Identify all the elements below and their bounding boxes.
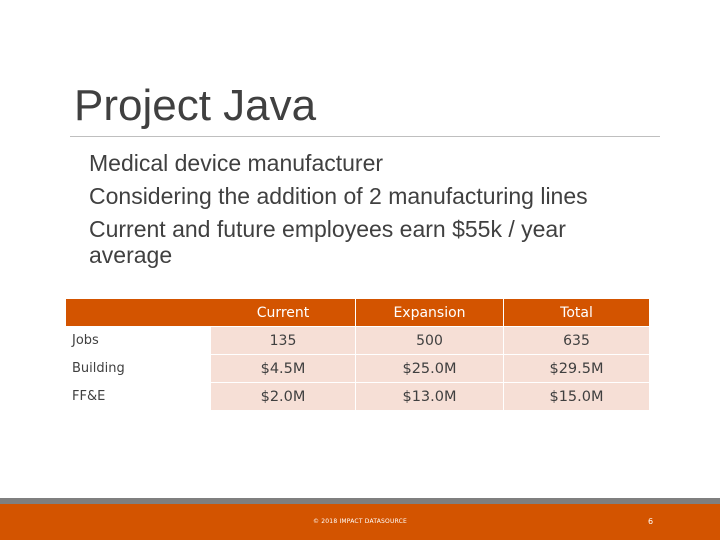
- cell-ffe-current: $2.0M: [211, 383, 356, 411]
- cell-jobs-current: 135: [211, 327, 356, 355]
- table-row: FF&E $2.0M $13.0M $15.0M: [66, 383, 649, 411]
- table-row: Jobs 135 500 635: [66, 327, 649, 355]
- title-divider: [70, 136, 660, 137]
- bullet-item: Medical device manufacturer: [89, 150, 384, 176]
- cell-jobs-total: 635: [504, 327, 649, 355]
- footer-divider: [0, 498, 720, 504]
- header-cell-blank: [66, 299, 211, 327]
- row-label-jobs: Jobs: [66, 327, 211, 355]
- cell-building-expansion: $25.0M: [356, 355, 504, 383]
- header-cell-current: Current: [211, 299, 356, 327]
- footer-copyright: © 2018 IMPACT DATASOURCE: [312, 518, 408, 525]
- row-label-building: Building: [66, 355, 211, 383]
- project-table: Current Expansion Total Jobs 135 500 635…: [66, 299, 649, 411]
- header-cell-expansion: Expansion: [356, 299, 504, 327]
- table-header-row: Current Expansion Total: [66, 299, 649, 327]
- header-cell-total: Total: [504, 299, 649, 327]
- table-row: Building $4.5M $25.0M $29.5M: [66, 355, 649, 383]
- bullet-item: Current and future employees earn $55k /…: [89, 216, 566, 268]
- bullet-list: Medical device manufacturer Considering …: [89, 150, 669, 268]
- cell-ffe-total: $15.0M: [504, 383, 649, 411]
- bullet-item: Considering the addition of 2 manufactur…: [89, 183, 588, 209]
- row-label-ffe: FF&E: [66, 383, 211, 411]
- slide-title: Project Java: [74, 81, 317, 130]
- footer-bar: [0, 504, 720, 540]
- cell-jobs-expansion: 500: [356, 327, 504, 355]
- cell-ffe-expansion: $13.0M: [356, 383, 504, 411]
- page-number: 6: [648, 517, 654, 526]
- cell-building-total: $29.5M: [504, 355, 649, 383]
- cell-building-current: $4.5M: [211, 355, 356, 383]
